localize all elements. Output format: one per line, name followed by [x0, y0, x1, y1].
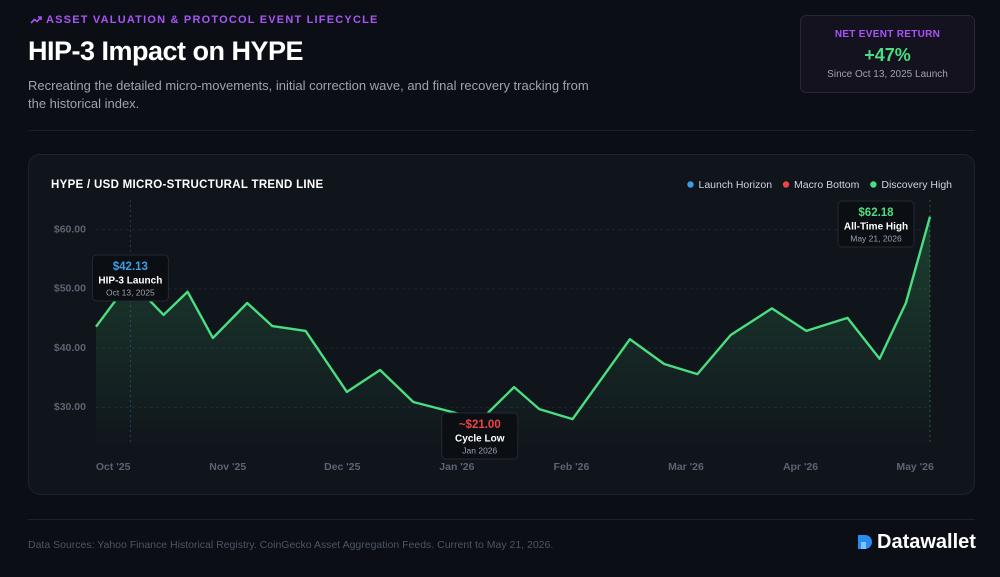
area	[96, 216, 930, 444]
x-tick-label: Feb '26	[554, 461, 590, 473]
x-tick-label: Apr '26	[783, 461, 818, 473]
annotation-label: All-Time High	[844, 222, 908, 233]
y-tick-label: $40.00	[54, 342, 86, 354]
footer-sources: Data Sources: Yahoo Finance Historical R…	[28, 539, 554, 551]
annotation-box	[837, 200, 915, 248]
y-tick-label: $30.00	[54, 401, 86, 413]
annotation-price: $62.18	[858, 207, 894, 219]
legend-swatch	[782, 181, 790, 188]
x-tick-label: Jan '26	[439, 461, 474, 473]
legend-label: Macro Bottom	[794, 179, 860, 191]
divider	[28, 519, 975, 520]
annotation-label: HIP-3 Launch	[98, 276, 162, 287]
page-title: HIP-3 Impact on HYPE	[28, 36, 304, 66]
stat-label: NET EVENT RETURN	[834, 29, 941, 40]
eyebrow: ASSET VALUATION & PROTOCOL EVENT LIFECYC…	[30, 14, 379, 26]
y-tick-label: $50.00	[54, 283, 86, 295]
x-tick-label: Dec '25	[324, 461, 361, 473]
annotation-label: Cycle Low	[455, 434, 505, 445]
legend-label: Launch Horizon	[698, 179, 772, 191]
legend-swatch	[870, 181, 877, 188]
x-tick-label: Mar '26	[668, 461, 704, 473]
stat-card: NET EVENT RETURN +47% Since Oct 13, 2025…	[800, 15, 975, 93]
annotation-box	[91, 254, 169, 302]
annotation-box	[441, 412, 519, 460]
eyebrow-text: ASSET VALUATION & PROTOCOL EVENT LIFECYC…	[46, 14, 379, 26]
trend-icon	[30, 16, 42, 24]
brand: Datawallet	[856, 531, 976, 554]
annotation-date: Jan 2026	[462, 445, 497, 455]
annotation-price: ~$21.00	[459, 419, 501, 431]
x-tick-label: May '26	[896, 461, 934, 473]
stat-caption: Since Oct 13, 2025 Launch	[827, 69, 948, 80]
chart-title: HYPE / USD MICRO-STRUCTURAL TREND LINE	[51, 179, 324, 191]
legend-label: Discovery High	[881, 179, 952, 191]
brand-logo	[858, 535, 872, 549]
annotation-price: $42.13	[113, 261, 148, 273]
annotation-date: May 21, 2026	[850, 233, 902, 243]
page-subtitle: Recreating the detailed micro-movements,…	[28, 78, 589, 111]
divider	[28, 130, 975, 131]
annotation-date: Oct 13, 2025	[106, 287, 155, 297]
brand-name: Datawallet	[877, 531, 976, 553]
stat-value: +47%	[864, 45, 911, 65]
legend-swatch	[687, 181, 694, 188]
line	[95, 216, 932, 423]
x-tick-label: Oct '25	[96, 461, 131, 473]
x-tick-label: Nov '25	[209, 461, 246, 473]
y-tick-label: $60.00	[54, 223, 86, 235]
